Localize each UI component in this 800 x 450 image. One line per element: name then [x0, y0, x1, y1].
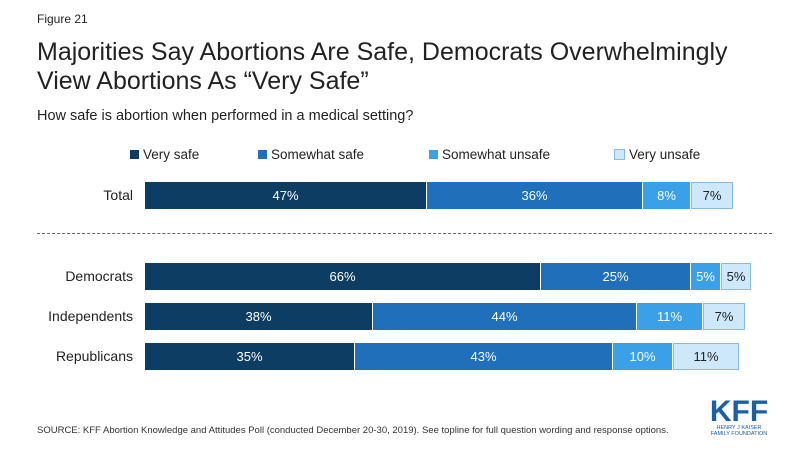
category-label: Democrats [65, 268, 133, 284]
legend-swatch [258, 150, 267, 159]
data-label: 47% [272, 188, 299, 203]
data-label: 66% [329, 269, 356, 284]
category-label: Total [103, 187, 133, 203]
data-label: 8% [657, 188, 676, 203]
chart-title: Majorities Say Abortions Are Safe, Democ… [37, 38, 728, 95]
legend-item-very-safe: Very safe [130, 147, 199, 162]
legend-item-somewhat-unsafe: Somewhat unsafe [429, 147, 550, 162]
bar-segment-very-safe: 35% [145, 343, 355, 370]
data-label: 10% [629, 349, 656, 364]
bar-segment-somewhat-unsafe: 10% [613, 343, 673, 370]
source-note: SOURCE: KFF Abortion Knowledge and Attit… [37, 425, 669, 436]
bar-segment-very-unsafe: 7% [703, 303, 745, 330]
bar-segment-very-unsafe: 11% [673, 343, 739, 370]
legend-swatch [614, 149, 625, 160]
category-label: Republicans [55, 348, 133, 364]
kff-logo-text: KFF [710, 395, 768, 428]
stacked-bar-democrats: 66% 25% 5% 5% [145, 263, 751, 290]
data-label: 5% [696, 269, 715, 284]
group-divider [37, 233, 772, 234]
data-label: 44% [491, 309, 518, 324]
category-label: Independents [48, 308, 133, 324]
legend-label: Very safe [143, 147, 200, 162]
figure-label: Figure 21 [37, 12, 88, 26]
data-label: 43% [470, 349, 497, 364]
legend-swatch [130, 150, 139, 159]
data-label: 7% [702, 188, 722, 203]
bar-segment-somewhat-safe: 36% [427, 182, 643, 209]
data-label: 7% [714, 309, 734, 324]
data-label: 5% [726, 269, 746, 284]
kff-logo-subtext-1: HENRY J KAISER [716, 425, 761, 431]
legend-swatch [429, 150, 438, 159]
stacked-bar-total: 47% 36% 8% 7% [145, 182, 733, 209]
legend: Very safe Somewhat safe Somewhat unsafe Ver… [0, 147, 800, 165]
bar-segment-somewhat-safe: 44% [373, 303, 637, 330]
bar-segment-somewhat-unsafe: 5% [691, 263, 721, 290]
kff-logo-subtext-2: FAMILY FOUNDATION [711, 431, 768, 437]
legend-item-very-unsafe: Very unsafe [614, 147, 700, 162]
bar-segment-very-safe: 66% [145, 263, 541, 290]
bar-segment-very-safe: 47% [145, 182, 427, 209]
data-label: 35% [236, 349, 263, 364]
legend-label: Somewhat safe [271, 147, 365, 162]
bar-segment-very-unsafe: 7% [691, 182, 733, 209]
legend-item-somewhat-safe: Somewhat safe [258, 147, 364, 162]
bar-segment-somewhat-unsafe: 8% [643, 182, 691, 209]
bar-segment-somewhat-safe: 43% [355, 343, 613, 370]
chart-subtitle: How safe is abortion when performed in a… [37, 108, 414, 124]
stacked-bar-republicans: 35% 43% 10% 11% [145, 343, 739, 370]
bar-segment-somewhat-safe: 25% [541, 263, 691, 290]
data-label: 11% [656, 309, 683, 324]
legend-label: Somewhat unsafe [442, 147, 551, 162]
bar-segment-very-unsafe: 5% [721, 263, 751, 290]
bar-segment-very-safe: 38% [145, 303, 373, 330]
stacked-bar-independents: 38% 44% 11% 7% [145, 303, 745, 330]
legend-label: Very unsafe [629, 147, 701, 162]
data-label: 38% [245, 309, 272, 324]
bar-segment-somewhat-unsafe: 11% [637, 303, 703, 330]
data-label: 25% [602, 269, 629, 284]
data-label: 36% [521, 188, 548, 203]
data-label: 11% [693, 349, 719, 364]
kff-logo: KFF HENRY J KAISER FAMILY FOUNDATION [710, 395, 768, 437]
